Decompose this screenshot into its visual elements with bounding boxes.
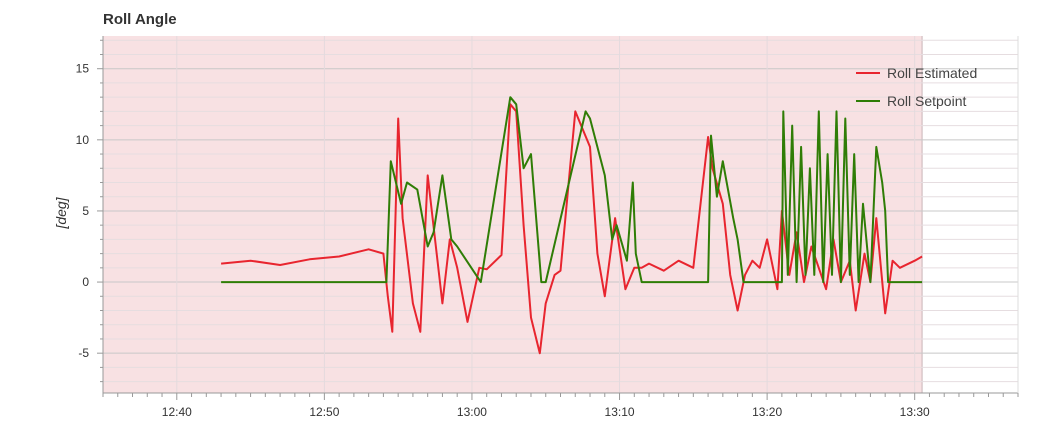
x-tick-label: 13:00 <box>457 405 487 419</box>
x-tick-label: 13:30 <box>900 405 930 419</box>
y-tick-label: 10 <box>76 133 90 147</box>
y-tick-label: -5 <box>78 346 89 360</box>
axes: 15 10 5 0 -5 12:40 12:50 13:00 13:10 13:20 13:30 <box>76 36 1019 419</box>
legend-item-roll-estimated[interactable]: Roll Estimated <box>856 65 977 81</box>
chart-title: Roll Angle <box>103 11 177 28</box>
legend-label: Roll Estimated <box>887 65 977 81</box>
y-axis-label: [deg] <box>53 196 69 229</box>
legend-item-roll-setpoint[interactable]: Roll Setpoint <box>856 93 966 109</box>
series-line-roll-setpoint <box>221 96 923 284</box>
x-tick-label: 13:10 <box>605 405 635 419</box>
x-tick-label: 12:50 <box>309 405 339 419</box>
x-tick-label: 13:20 <box>752 405 782 419</box>
x-tick-label: 12:40 <box>162 405 192 419</box>
y-tick-label: 5 <box>82 204 89 218</box>
y-tick-label: 0 <box>82 275 89 289</box>
legend-label: Roll Setpoint <box>887 93 966 109</box>
legend[interactable]: Roll Estimated Roll Setpoint <box>856 65 977 109</box>
y-tick-label: 15 <box>76 62 90 76</box>
series-layer <box>221 96 923 355</box>
